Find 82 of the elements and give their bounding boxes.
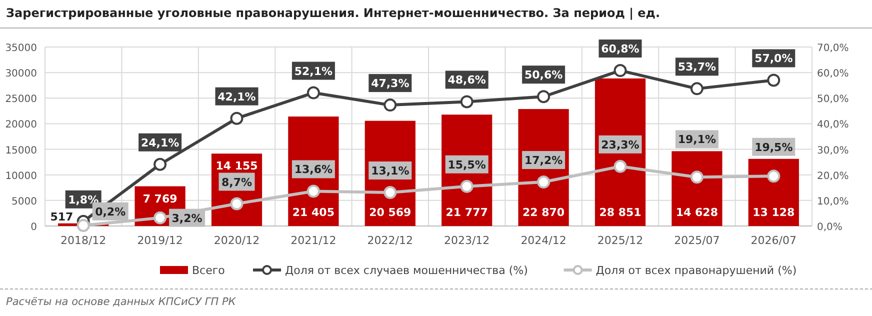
point bbox=[230, 112, 244, 125]
data-label: 50,6% bbox=[524, 68, 563, 82]
legend-label: Всего bbox=[192, 264, 226, 277]
bar bbox=[672, 151, 722, 226]
y-tick-label: 25000 bbox=[5, 94, 37, 106]
y2-tick-label: 40,0% bbox=[817, 120, 849, 131]
x-tick-label: 2023/12 bbox=[444, 234, 490, 247]
x-tick-label: 2018/12 bbox=[60, 234, 106, 247]
data-label: 19,5% bbox=[754, 140, 793, 154]
data-label: 14 628 bbox=[676, 206, 718, 219]
data-label: 23,3% bbox=[601, 138, 640, 152]
data-label: 20 569 bbox=[369, 206, 412, 219]
point bbox=[537, 90, 550, 104]
x-tick-label: 2025/12 bbox=[597, 234, 644, 247]
x-tick-label: 2020/12 bbox=[214, 234, 260, 247]
point bbox=[690, 82, 704, 96]
data-label: 3,2% bbox=[172, 212, 202, 225]
x-tick-label: 2026/07 bbox=[750, 234, 796, 247]
y2-tick-label: 20,0% bbox=[817, 170, 849, 182]
point bbox=[614, 160, 627, 173]
y-tick-label: 10000 bbox=[5, 170, 37, 182]
y2-tick-label: 0,0% bbox=[817, 222, 842, 233]
x-tick-label: 2024/12 bbox=[520, 234, 566, 247]
y-tick-label: 0 bbox=[30, 222, 37, 233]
x-tick-label: 2021/12 bbox=[290, 234, 336, 247]
data-label: 19,1% bbox=[678, 133, 716, 146]
bar bbox=[748, 158, 799, 226]
data-label: 7 769 bbox=[142, 192, 178, 206]
point bbox=[306, 184, 320, 198]
data-label: 28 851 bbox=[599, 206, 642, 219]
y2-tick-label: 50,0% bbox=[817, 94, 849, 106]
chart-title: Зарегистрированные уголовные правонарушения. Интернет-мошенничество. За период | ед. bbox=[6, 6, 660, 20]
data-label: 15,5% bbox=[448, 158, 486, 172]
data-label: 57,0% bbox=[754, 52, 793, 66]
data-label: 22 870 bbox=[522, 206, 565, 219]
point bbox=[537, 176, 550, 189]
y2-tick-label: 10,0% bbox=[817, 196, 849, 208]
y-tick-label: 5000 bbox=[12, 196, 37, 208]
y2-tick-label: 60,0% bbox=[817, 68, 849, 80]
y-tick-label: 20000 bbox=[5, 120, 37, 131]
point bbox=[460, 95, 474, 108]
data-label: 21 777 bbox=[446, 206, 488, 219]
data-label: 517 bbox=[50, 210, 74, 224]
point bbox=[690, 170, 704, 184]
legend-label: Доля от всех случаев мошенничества (%) bbox=[285, 264, 528, 277]
y-tick-label: 30000 bbox=[5, 68, 37, 80]
data-label: 53,7% bbox=[678, 60, 716, 74]
point bbox=[154, 211, 167, 224]
y-tick-label: 15000 bbox=[5, 145, 37, 156]
point bbox=[306, 86, 320, 100]
data-label: 47,3% bbox=[371, 77, 410, 90]
point bbox=[384, 186, 397, 199]
data-label: 24,1% bbox=[140, 136, 180, 150]
data-label: 13,1% bbox=[371, 164, 410, 178]
data-label: 1,8% bbox=[68, 193, 99, 206]
y2-tick-label: 30,0% bbox=[817, 145, 849, 156]
point bbox=[76, 218, 90, 232]
x-tick-label: 2022/12 bbox=[367, 234, 413, 247]
y-tick-label: 35000 bbox=[5, 43, 37, 54]
point bbox=[460, 180, 474, 193]
data-label: 48,6% bbox=[448, 74, 486, 87]
data-label: 42,1% bbox=[218, 90, 256, 104]
data-label: 13 128 bbox=[752, 206, 795, 219]
point bbox=[230, 197, 244, 210]
data-label: 21 405 bbox=[292, 206, 335, 219]
data-label: 17,2% bbox=[524, 154, 563, 168]
data-label: 13,6% bbox=[294, 163, 333, 176]
data-label: 0,2% bbox=[95, 205, 126, 218]
text: Расчёты на основе данных КПСиСУ ГП РК bbox=[6, 296, 236, 308]
point bbox=[767, 170, 780, 183]
data-label: 60,8% bbox=[601, 42, 640, 56]
x-tick-label: 2019/12 bbox=[137, 234, 183, 247]
data-label: 52,1% bbox=[294, 64, 333, 78]
point bbox=[767, 74, 780, 87]
legend-label: Доля от всех правонарушений (%) bbox=[596, 264, 797, 277]
data-label: 14 155 bbox=[216, 160, 258, 173]
point bbox=[614, 64, 627, 78]
y2-tick-label: 70,0% bbox=[817, 43, 849, 54]
point bbox=[384, 98, 397, 112]
data-label: 8,7% bbox=[221, 176, 252, 189]
x-tick-label: 2025/07 bbox=[674, 234, 720, 247]
point bbox=[154, 158, 167, 171]
